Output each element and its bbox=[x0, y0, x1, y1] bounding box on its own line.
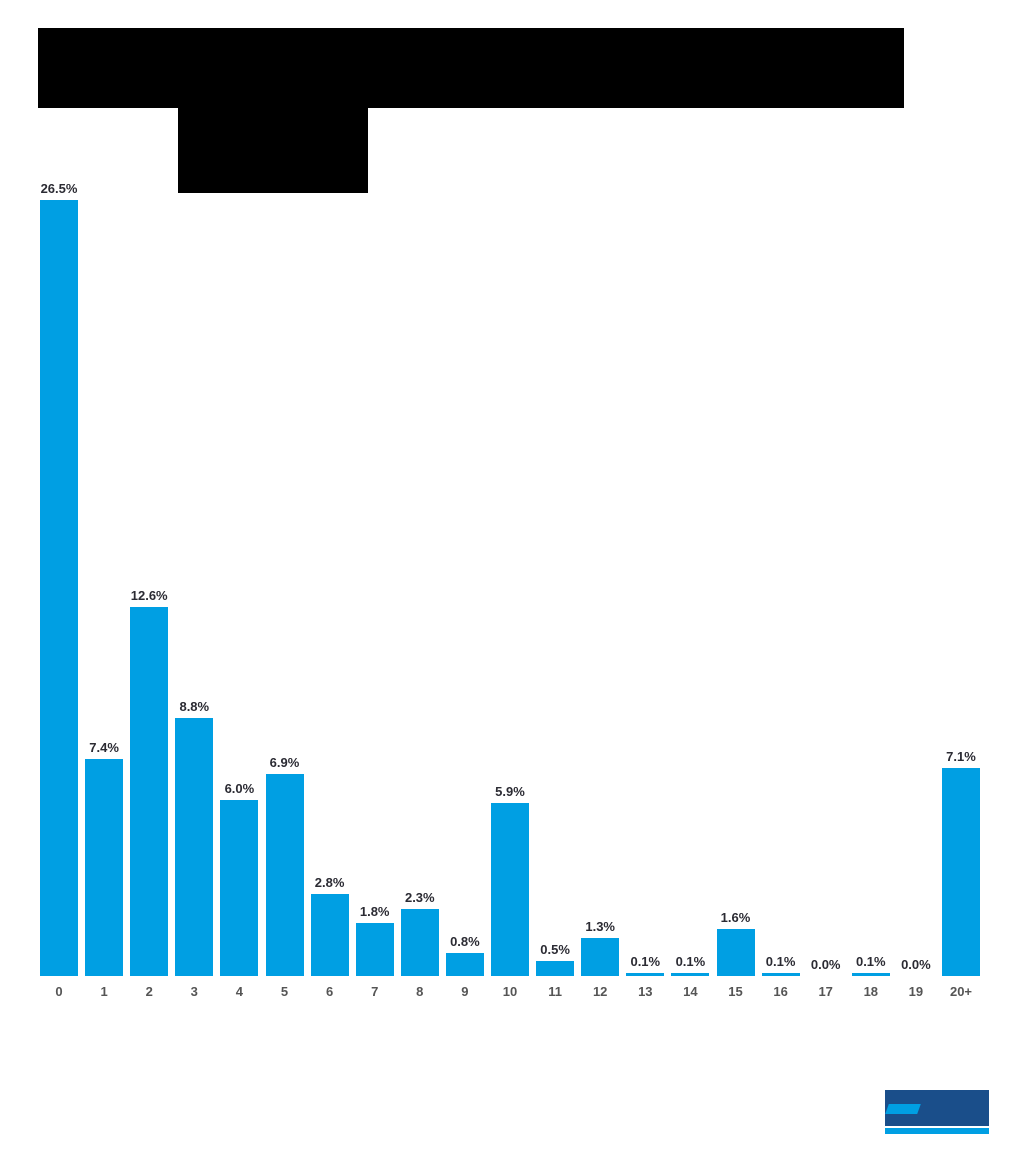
bar-group: 26.5% bbox=[40, 150, 78, 976]
logo-strip bbox=[885, 1128, 989, 1134]
bar-value-label: 26.5% bbox=[40, 181, 78, 196]
bar bbox=[400, 909, 439, 976]
bar-value-label: 0.1% bbox=[675, 954, 706, 969]
bar-value-label: 7.4% bbox=[89, 740, 119, 755]
bar-value-label: 6.0% bbox=[224, 781, 255, 796]
x-tick-label: 7 bbox=[371, 984, 379, 999]
x-axis: 0 1 2 3 4 5 6 7 8 9 10 11 12 13 14 15 16 17 18 19 20+ bbox=[40, 984, 990, 1008]
brand-logo bbox=[885, 1090, 989, 1136]
bar-group: 2.8% bbox=[310, 150, 349, 976]
bar-group: 1.8% bbox=[355, 150, 394, 976]
x-tick-label: 5 bbox=[280, 984, 289, 999]
bar-value-label: 6.9% bbox=[269, 755, 300, 770]
bar-group: 6.9% bbox=[265, 150, 304, 976]
bar bbox=[220, 800, 259, 976]
bar bbox=[761, 973, 800, 976]
bar bbox=[671, 973, 710, 976]
bar bbox=[626, 973, 665, 976]
bar bbox=[536, 961, 575, 976]
x-tick-label: 9 bbox=[461, 984, 469, 999]
bar-value-label: 0.8% bbox=[450, 934, 480, 949]
bar-group: 7.1% bbox=[942, 150, 980, 976]
bar bbox=[85, 759, 124, 976]
bar-value-label: 12.6% bbox=[130, 588, 168, 603]
x-tick-label: 18 bbox=[863, 984, 879, 999]
x-tick-label: 2 bbox=[145, 984, 153, 999]
bar-group: 2.3% bbox=[400, 150, 439, 976]
bar-value-label: 1.3% bbox=[585, 919, 615, 934]
bar bbox=[130, 607, 169, 976]
x-tick-label: 12 bbox=[592, 984, 608, 999]
bar-value-label: 0.0% bbox=[810, 957, 841, 972]
bar-value-label: 0.1% bbox=[765, 954, 796, 969]
bar-group: 0.0% bbox=[807, 150, 845, 976]
x-tick-label: 1 bbox=[100, 984, 108, 999]
bar-group: 0.0% bbox=[897, 150, 935, 976]
bar bbox=[310, 894, 349, 976]
bar-value-label: 0.5% bbox=[540, 942, 570, 957]
bar bbox=[445, 953, 484, 976]
x-tick-label: 10 bbox=[502, 984, 518, 999]
bar bbox=[851, 973, 890, 976]
bar-group: 6.0% bbox=[220, 150, 259, 976]
bar-value-label: 8.8% bbox=[179, 699, 210, 714]
x-tick-label: 0 bbox=[55, 984, 63, 999]
x-tick-label: 16 bbox=[773, 984, 788, 999]
bar-group: 1.6% bbox=[716, 150, 755, 976]
logo-x-icon bbox=[885, 1104, 921, 1114]
bar-group: 8.8% bbox=[175, 150, 214, 976]
bar-value-label: 1.8% bbox=[359, 904, 390, 919]
bar bbox=[491, 803, 529, 976]
bar-group: 1.3% bbox=[581, 150, 620, 976]
x-tick-label: 8 bbox=[416, 984, 424, 999]
bar-value-label: 0.1% bbox=[855, 954, 886, 969]
x-tick-label: 19 bbox=[908, 984, 924, 999]
bar-group: 0.1% bbox=[671, 150, 710, 976]
bar-value-label: 1.6% bbox=[720, 910, 751, 925]
bar-value-label: 0.1% bbox=[630, 954, 661, 969]
bar-group: 0.1% bbox=[626, 150, 665, 976]
bar bbox=[942, 768, 980, 976]
bar bbox=[581, 938, 620, 976]
x-tick-label: 11 bbox=[548, 984, 562, 999]
bar-group: 7.4% bbox=[85, 150, 124, 976]
bar-value-label: 5.9% bbox=[495, 784, 525, 799]
bar bbox=[716, 929, 755, 976]
bar-value-label: 2.8% bbox=[314, 875, 345, 890]
chart-title-block bbox=[38, 28, 904, 108]
bar bbox=[175, 718, 214, 976]
x-tick-label: 15 bbox=[728, 984, 743, 999]
x-tick-label: 3 bbox=[190, 984, 198, 999]
x-tick-label: 4 bbox=[235, 984, 243, 999]
bar-value-label: 0.0% bbox=[901, 957, 931, 972]
bar-group: 0.1% bbox=[851, 150, 890, 976]
bar bbox=[40, 200, 78, 976]
x-tick-label: 14 bbox=[683, 984, 698, 999]
bar-group: 12.6% bbox=[130, 150, 169, 976]
bar-group: 0.1% bbox=[761, 150, 800, 976]
bar-value-label: 7.1% bbox=[946, 749, 976, 764]
x-axis-title bbox=[258, 1018, 758, 1054]
x-tick-label: 17 bbox=[818, 984, 833, 999]
chart-subtitle-block bbox=[178, 108, 368, 193]
bar-group: 5.9% bbox=[491, 150, 529, 976]
x-tick-label: 6 bbox=[325, 984, 334, 999]
bar-group: 0.8% bbox=[445, 150, 484, 976]
bar bbox=[355, 923, 394, 976]
bar-value-label: 2.3% bbox=[404, 890, 435, 905]
x-tick-label: 13 bbox=[638, 984, 653, 999]
bar bbox=[265, 774, 304, 976]
x-tick-label: 20+ bbox=[949, 984, 973, 999]
plot-area: 26.5% 7.4% 12.6% 8.8% 6.0% 6.9% 2.8% 1.8% 2.3% 0.… bbox=[40, 150, 990, 976]
bar-group: 0.5% bbox=[536, 150, 575, 976]
